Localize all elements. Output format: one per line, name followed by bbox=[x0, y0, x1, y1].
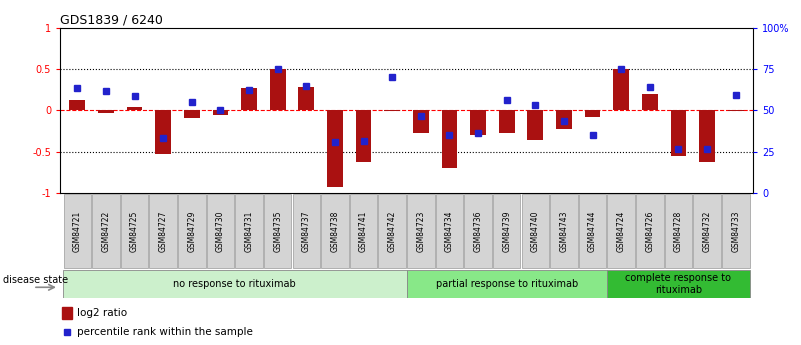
FancyBboxPatch shape bbox=[607, 194, 635, 268]
FancyBboxPatch shape bbox=[63, 194, 91, 268]
FancyBboxPatch shape bbox=[636, 194, 663, 268]
Bar bbox=[70, 100, 85, 110]
FancyBboxPatch shape bbox=[121, 194, 148, 268]
Text: GSM84722: GSM84722 bbox=[102, 210, 111, 252]
Text: GSM84734: GSM84734 bbox=[445, 210, 454, 252]
Bar bbox=[642, 94, 658, 110]
Text: GSM84743: GSM84743 bbox=[559, 210, 569, 252]
Bar bbox=[356, 110, 372, 162]
FancyBboxPatch shape bbox=[292, 194, 320, 268]
Bar bbox=[728, 110, 743, 111]
Bar bbox=[585, 110, 601, 117]
Text: GSM84744: GSM84744 bbox=[588, 210, 597, 252]
Text: no response to rituximab: no response to rituximab bbox=[173, 279, 296, 289]
Bar bbox=[270, 69, 285, 110]
FancyBboxPatch shape bbox=[235, 194, 263, 268]
Bar bbox=[614, 69, 629, 110]
Text: GSM84730: GSM84730 bbox=[216, 210, 225, 252]
FancyBboxPatch shape bbox=[407, 194, 435, 268]
Text: GSM84725: GSM84725 bbox=[130, 210, 139, 252]
Text: complete response to
rituximab: complete response to rituximab bbox=[626, 273, 731, 295]
FancyBboxPatch shape bbox=[465, 194, 492, 268]
Text: GSM84736: GSM84736 bbox=[473, 210, 482, 252]
Bar bbox=[470, 110, 486, 135]
Bar bbox=[299, 87, 314, 110]
Bar bbox=[98, 110, 114, 113]
Bar bbox=[556, 110, 572, 129]
Text: GSM84726: GSM84726 bbox=[646, 210, 654, 252]
FancyBboxPatch shape bbox=[207, 194, 234, 268]
Bar bbox=[699, 110, 715, 162]
FancyBboxPatch shape bbox=[92, 194, 119, 268]
Text: GSM84724: GSM84724 bbox=[617, 210, 626, 252]
Text: GSM84729: GSM84729 bbox=[187, 210, 196, 252]
Bar bbox=[441, 110, 457, 168]
Text: GSM84737: GSM84737 bbox=[302, 210, 311, 252]
Text: GSM84721: GSM84721 bbox=[73, 210, 82, 252]
Text: GSM84723: GSM84723 bbox=[417, 210, 425, 252]
FancyBboxPatch shape bbox=[436, 194, 463, 268]
Bar bbox=[384, 110, 400, 111]
FancyBboxPatch shape bbox=[493, 194, 521, 268]
Text: GSM84735: GSM84735 bbox=[273, 210, 282, 252]
Bar bbox=[413, 110, 429, 133]
Text: GSM84740: GSM84740 bbox=[531, 210, 540, 252]
FancyBboxPatch shape bbox=[63, 270, 406, 298]
Bar bbox=[241, 88, 257, 110]
Text: GSM84731: GSM84731 bbox=[244, 210, 254, 252]
FancyBboxPatch shape bbox=[521, 194, 549, 268]
FancyBboxPatch shape bbox=[579, 194, 606, 268]
Text: GDS1839 / 6240: GDS1839 / 6240 bbox=[60, 13, 163, 27]
Text: GSM84738: GSM84738 bbox=[331, 210, 340, 252]
Text: GSM84727: GSM84727 bbox=[159, 210, 167, 252]
Text: log2 ratio: log2 ratio bbox=[78, 308, 127, 318]
FancyBboxPatch shape bbox=[406, 270, 607, 298]
Text: GSM84728: GSM84728 bbox=[674, 210, 683, 252]
Bar bbox=[212, 110, 228, 115]
Text: GSM84739: GSM84739 bbox=[502, 210, 511, 252]
Bar bbox=[62, 307, 71, 319]
Text: percentile rank within the sample: percentile rank within the sample bbox=[78, 327, 253, 337]
Text: GSM84732: GSM84732 bbox=[702, 210, 711, 252]
FancyBboxPatch shape bbox=[607, 270, 750, 298]
FancyBboxPatch shape bbox=[150, 194, 177, 268]
FancyBboxPatch shape bbox=[321, 194, 348, 268]
Bar bbox=[499, 110, 514, 133]
Bar bbox=[184, 110, 199, 118]
Text: GSM84742: GSM84742 bbox=[388, 210, 396, 252]
FancyBboxPatch shape bbox=[378, 194, 406, 268]
FancyBboxPatch shape bbox=[694, 194, 721, 268]
FancyBboxPatch shape bbox=[550, 194, 578, 268]
FancyBboxPatch shape bbox=[264, 194, 292, 268]
FancyBboxPatch shape bbox=[178, 194, 206, 268]
Bar bbox=[528, 110, 543, 140]
Bar bbox=[127, 107, 143, 110]
Text: GSM84741: GSM84741 bbox=[359, 210, 368, 252]
Bar bbox=[670, 110, 686, 156]
Text: partial response to rituximab: partial response to rituximab bbox=[436, 279, 578, 289]
Text: disease state: disease state bbox=[3, 275, 68, 285]
Text: GSM84733: GSM84733 bbox=[731, 210, 740, 252]
FancyBboxPatch shape bbox=[350, 194, 377, 268]
FancyBboxPatch shape bbox=[665, 194, 692, 268]
FancyBboxPatch shape bbox=[722, 194, 750, 268]
Bar bbox=[327, 110, 343, 187]
Bar bbox=[155, 110, 171, 154]
